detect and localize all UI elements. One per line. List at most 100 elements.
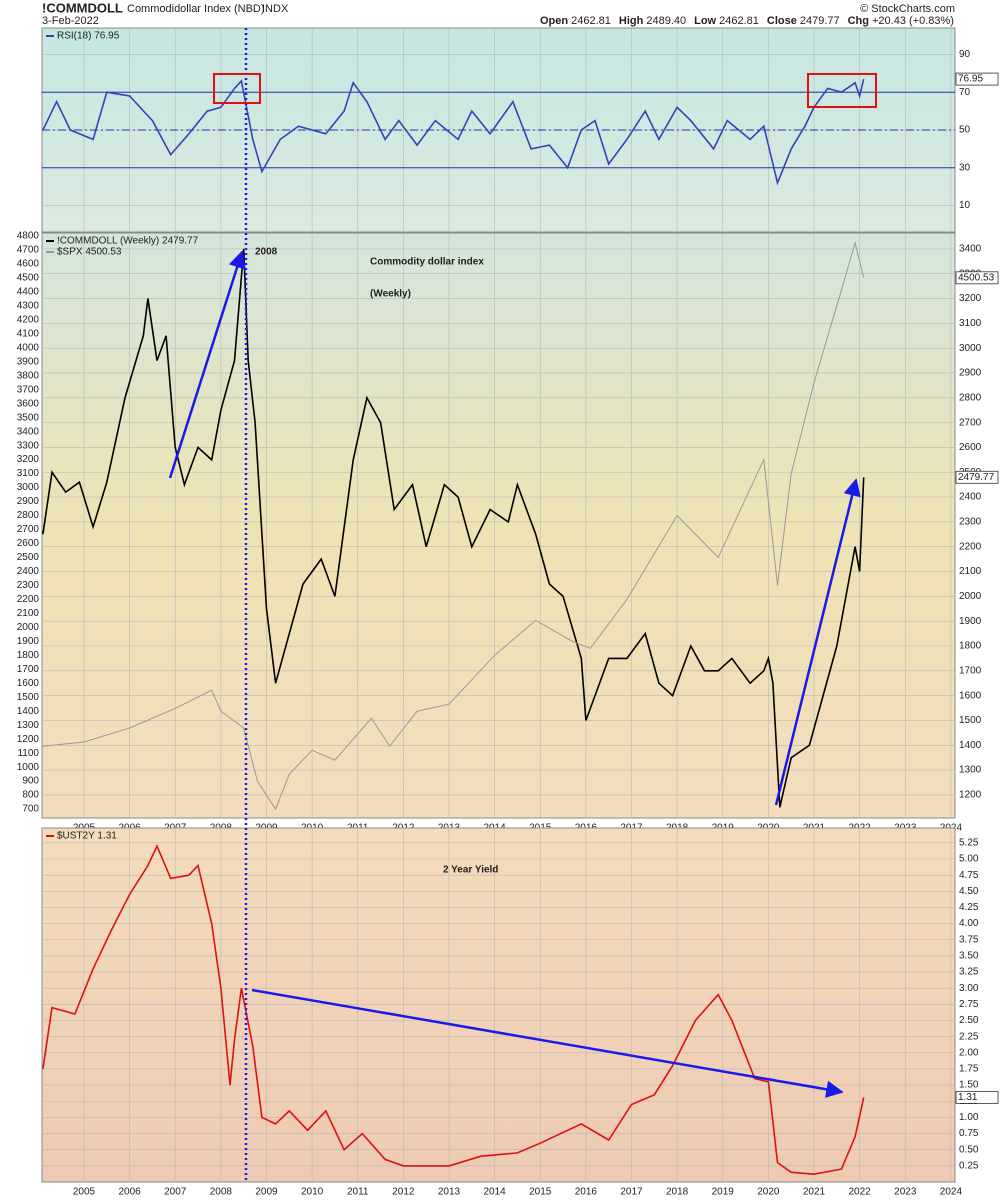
y-tick-label: 3700 bbox=[17, 384, 40, 395]
y-tick-label: 3200 bbox=[17, 454, 40, 465]
y-tick-label: 2500 bbox=[17, 552, 40, 563]
y-tick-label: 4800 bbox=[17, 231, 40, 242]
y-tick-label: 4600 bbox=[17, 259, 40, 270]
x-tick-label: 2008 bbox=[210, 1187, 233, 1198]
x-tick-label: 2012 bbox=[392, 1187, 415, 1198]
exchange: INDX bbox=[262, 3, 289, 15]
y-tick-label: 3000 bbox=[17, 482, 40, 493]
y-tick-label: 2900 bbox=[959, 368, 982, 379]
quote-value: 2462.81 bbox=[719, 15, 759, 27]
x-tick-label: 2024 bbox=[940, 1187, 963, 1198]
y-tick-label: 2900 bbox=[17, 496, 40, 507]
quote-label: Close bbox=[767, 15, 797, 27]
y-tick-label: 3.25 bbox=[959, 967, 979, 978]
trend-arrow bbox=[168, 250, 246, 479]
y-tick-label: 2800 bbox=[17, 510, 40, 521]
y-tick-label: 1.50 bbox=[959, 1080, 979, 1091]
y-tick-label: 4100 bbox=[17, 328, 40, 339]
y-tick-label: 2400 bbox=[17, 566, 40, 577]
y-tick-label: 1900 bbox=[959, 616, 982, 627]
last-value-tag bbox=[955, 470, 999, 484]
series-line bbox=[42, 248, 865, 808]
last-value-label: 4500.53 bbox=[958, 272, 995, 283]
y-tick-label: 700 bbox=[22, 804, 39, 815]
y-tick-label: 3200 bbox=[959, 293, 982, 304]
y-tick-label: 4.00 bbox=[959, 918, 979, 929]
y-tick-label: 1900 bbox=[17, 636, 40, 647]
y-tick-label: 30 bbox=[959, 162, 971, 173]
quote-label: Open bbox=[540, 15, 568, 27]
y-tick-label: 3400 bbox=[959, 244, 982, 255]
y-tick-label: 4.50 bbox=[959, 886, 979, 897]
legend-label: !COMMDOLL (Weekly) 2479.77 bbox=[57, 236, 199, 247]
y-tick-label: 0.75 bbox=[959, 1128, 979, 1139]
highlight-box bbox=[213, 73, 261, 104]
y-tick-label: 4200 bbox=[17, 314, 40, 325]
quote: Open 2462.81 High 2489.40 Low 2462.81 Close 247… bbox=[540, 15, 954, 27]
x-tick-label: 2020 bbox=[757, 1187, 780, 1198]
y-tick-label: 2600 bbox=[959, 442, 982, 453]
y-tick-label: 2600 bbox=[17, 538, 40, 549]
y-tick-label: 10 bbox=[959, 200, 971, 211]
x-tick-label: 2017 bbox=[620, 1187, 643, 1198]
y-tick-label: 3500 bbox=[17, 412, 40, 423]
quote-label: High bbox=[619, 15, 644, 27]
x-tick-label: 2018 bbox=[666, 1187, 689, 1198]
y-tick-label: 2700 bbox=[17, 524, 40, 535]
y-tick-label: 4400 bbox=[17, 286, 40, 297]
y-tick-label: 5.00 bbox=[959, 854, 979, 865]
x-tick-label: 2011 bbox=[347, 1187, 369, 1198]
y-tick-label: 2000 bbox=[959, 591, 982, 602]
quote-value: +20.43 (+0.83%) bbox=[872, 15, 954, 27]
last-value-tag bbox=[955, 271, 999, 285]
y-tick-label: 4700 bbox=[17, 245, 40, 256]
y-tick-label: 3100 bbox=[17, 468, 40, 479]
y-tick-label: 1800 bbox=[17, 650, 40, 661]
y-tick-label: 1200 bbox=[17, 734, 40, 745]
y-tick-label: 0.50 bbox=[959, 1144, 979, 1155]
y-tick-label: 3900 bbox=[17, 356, 40, 367]
y-tick-label: 3000 bbox=[959, 343, 982, 354]
y-tick-label: 4300 bbox=[17, 300, 40, 311]
x-tick-label: 2021 bbox=[803, 1187, 826, 1198]
y-tick-label: 2.75 bbox=[959, 999, 979, 1010]
y-tick-label: 1500 bbox=[959, 715, 982, 726]
x-tick-label: 2022 bbox=[849, 1187, 872, 1198]
y-tick-label: 3800 bbox=[17, 370, 40, 381]
y-tick-label: 4000 bbox=[17, 342, 40, 353]
last-value-tag bbox=[955, 72, 999, 86]
y-tick-label: 2400 bbox=[959, 492, 982, 503]
y-tick-label: 1400 bbox=[17, 706, 40, 717]
last-value-label: 1.31 bbox=[958, 1092, 978, 1103]
y-tick-label: 3100 bbox=[959, 318, 982, 329]
y-tick-label: 0.25 bbox=[959, 1160, 979, 1171]
y-tick-label: 2.25 bbox=[959, 1031, 979, 1042]
x-tick-label: 2016 bbox=[575, 1187, 598, 1198]
annotation: (Weekly) bbox=[370, 289, 411, 300]
y-tick-label: 1100 bbox=[17, 748, 39, 759]
highlight-box bbox=[807, 73, 877, 108]
y-tick-label: 70 bbox=[959, 87, 971, 98]
y-tick-label: 3400 bbox=[17, 426, 40, 437]
trend-arrow bbox=[251, 988, 844, 1098]
x-tick-label: 2023 bbox=[894, 1187, 917, 1198]
x-tick-label: 2007 bbox=[164, 1187, 187, 1198]
panel: 10 30 50 70 90 RSI(18) 76.95 76.95 bbox=[41, 27, 999, 233]
description: Commodidollar Index (NBD) bbox=[127, 3, 265, 15]
y-tick-label: 3600 bbox=[17, 398, 40, 409]
y-tick-label: 2.00 bbox=[959, 1047, 979, 1058]
x-tick-label: 2010 bbox=[301, 1187, 324, 1198]
y-tick-label: 3300 bbox=[17, 440, 40, 451]
y-tick-label: 2200 bbox=[959, 541, 982, 552]
y-tick-label: 3.75 bbox=[959, 934, 979, 945]
y-tick-label: 1400 bbox=[959, 740, 982, 751]
y-tick-label: 1.75 bbox=[959, 1064, 979, 1075]
date: 3-Feb-2022 bbox=[42, 15, 99, 27]
y-tick-label: 50 bbox=[959, 125, 971, 136]
y-tick-label: 2100 bbox=[959, 566, 982, 577]
y-tick-label: 4500 bbox=[17, 273, 40, 284]
y-tick-label: 4.75 bbox=[959, 870, 979, 881]
trend-arrow bbox=[774, 478, 861, 806]
